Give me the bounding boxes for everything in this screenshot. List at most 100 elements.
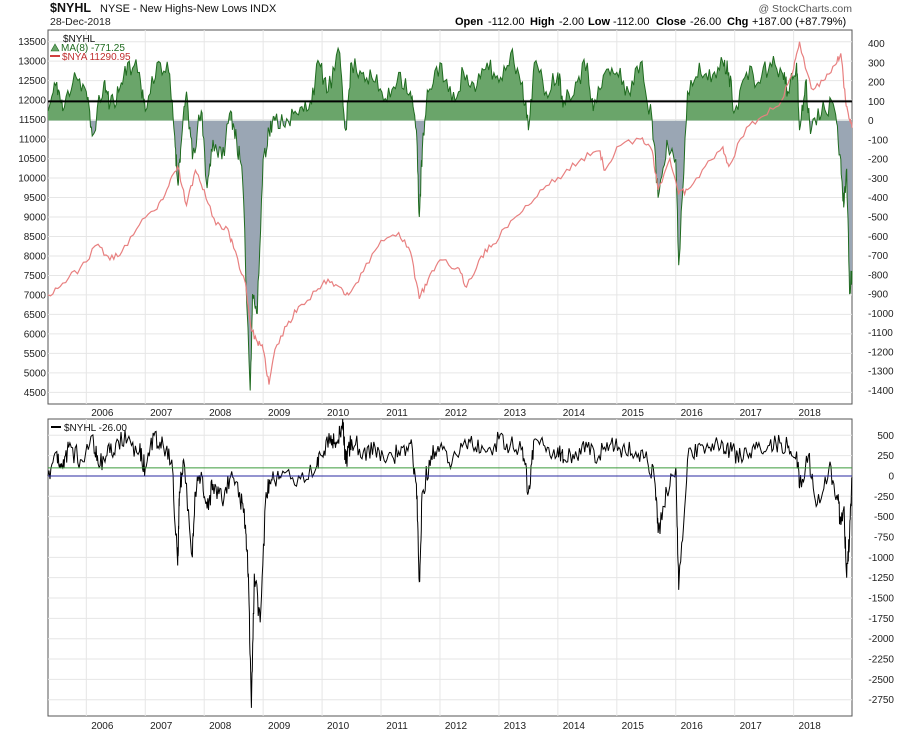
lower-x-tick-label: 2016 xyxy=(681,721,704,732)
lower-x-tick-label: 2017 xyxy=(740,721,763,732)
upper-x-tick-label: 2016 xyxy=(681,408,704,419)
ma-legend-icon xyxy=(50,43,60,52)
upper-left-tick-label: 13500 xyxy=(18,37,46,48)
upper-right-tick-label: 200 xyxy=(868,78,885,89)
upper-x-tick-label: 2012 xyxy=(445,408,468,419)
lower-x-tick-label: 2013 xyxy=(504,721,527,732)
upper-x-tick-label: 2010 xyxy=(327,408,350,419)
close-value: -26.00 xyxy=(690,16,721,28)
lower-right-tick-label: -750 xyxy=(874,532,894,543)
upper-left-tick-label: 9000 xyxy=(24,213,47,224)
upper-x-axis: 2006 2007 2008 2009 2010 2011 2012 2013 2014 2015… xyxy=(91,408,821,419)
lower-x-tick-label: 2008 xyxy=(209,721,232,732)
upper-x-tick-label: 2011 xyxy=(386,408,408,419)
lower-x-tick-label: 2010 xyxy=(327,721,350,732)
chg-label: Chg xyxy=(727,16,748,28)
upper-legend-title: $NYHL xyxy=(63,34,96,45)
nyhl-legend-label: $NYHL -26.00 xyxy=(64,423,127,434)
ma-line xyxy=(47,46,853,391)
upper-right-tick-label: 0 xyxy=(868,116,874,127)
lower-x-tick-label: 2009 xyxy=(268,721,291,732)
upper-x-tick-label: 2014 xyxy=(563,408,586,419)
upper-x-tick-label: 2013 xyxy=(504,408,527,419)
symbol-title: $NYHL xyxy=(50,1,91,15)
lower-series xyxy=(47,418,853,708)
high-label: High xyxy=(530,16,555,28)
lower-right-tick-label: -2000 xyxy=(868,634,894,645)
upper-left-tick-label: 7500 xyxy=(24,271,47,282)
chart-date: 28-Dec-2018 xyxy=(50,16,111,28)
upper-x-tick-label: 2007 xyxy=(150,408,173,419)
lower-right-tick-label: -1000 xyxy=(868,553,894,564)
lower-right-tick-label: -1750 xyxy=(868,614,894,625)
upper-x-tick-label: 2015 xyxy=(622,408,645,419)
upper-panel: 13500 13000 12500 12000 11500 11000 10500 10000… xyxy=(18,29,894,419)
lower-x-tick-label: 2007 xyxy=(150,721,173,732)
upper-x-tick-label: 2009 xyxy=(268,408,291,419)
ohlc-readout: Open -112.00 High -2.00 Low -112.00 Clos… xyxy=(455,16,846,28)
lower-right-tick-label: -1500 xyxy=(868,594,894,605)
upper-left-tick-label: 8500 xyxy=(24,232,47,243)
copyright-text[interactable]: @ StockCharts.com xyxy=(758,3,852,15)
lower-right-tick-label: -2750 xyxy=(868,695,894,706)
upper-right-tick-label: 300 xyxy=(868,58,885,69)
lower-right-axis: 500 250 0 -250 -500 -750 -1000 -1250 -1500 -1750 -… xyxy=(868,431,894,706)
lower-x-tick-label: 2015 xyxy=(622,721,645,732)
chart-header: $NYHL NYSE - New Highs-New Lows INDX 28-… xyxy=(50,1,852,28)
upper-left-tick-label: 10000 xyxy=(18,174,46,185)
lower-right-tick-label: -1250 xyxy=(868,573,894,584)
upper-right-tick-label: 100 xyxy=(868,97,885,108)
lower-right-tick-label: 250 xyxy=(877,451,894,462)
upper-right-tick-label: -200 xyxy=(868,155,888,166)
lower-x-tick-label: 2012 xyxy=(445,721,468,732)
upper-left-tick-label: 6000 xyxy=(24,329,47,340)
upper-left-axis: 13500 13000 12500 12000 11500 11000 10500 10000… xyxy=(18,37,46,399)
upper-gridlines xyxy=(48,30,852,404)
upper-left-tick-label: 11500 xyxy=(19,115,47,126)
upper-right-tick-label: -1100 xyxy=(868,328,893,339)
upper-left-tick-label: 11000 xyxy=(19,135,47,146)
ma-legend-label: MA(8) -771.25 xyxy=(61,43,125,54)
upper-left-tick-label: 5500 xyxy=(24,349,47,360)
upper-left-tick-label: 13000 xyxy=(18,57,46,68)
upper-right-tick-label: -1400 xyxy=(868,386,894,397)
lower-right-tick-label: -2250 xyxy=(868,655,894,666)
lower-x-tick-label: 2018 xyxy=(799,721,822,732)
nya-line xyxy=(47,41,853,385)
upper-right-tick-label: -800 xyxy=(868,270,888,281)
lower-panel: 500 250 0 -250 -500 -750 -1000 -1250 -1500 -1750 -… xyxy=(47,418,894,732)
upper-series xyxy=(47,41,853,391)
upper-right-tick-label: -1300 xyxy=(868,367,894,378)
upper-x-tick-label: 2006 xyxy=(91,408,114,419)
upper-left-tick-label: 5000 xyxy=(24,368,47,379)
lower-x-tick-label: 2014 xyxy=(563,721,586,732)
upper-left-tick-label: 12500 xyxy=(18,76,46,87)
lower-panel-frame xyxy=(47,418,853,717)
lower-x-tick-label: 2006 xyxy=(91,721,114,732)
symbol-exchange: INDX xyxy=(250,3,277,15)
upper-left-tick-label: 6500 xyxy=(24,310,47,321)
nyhl-line xyxy=(47,418,853,708)
upper-left-tick-label: 8000 xyxy=(24,251,47,262)
upper-right-tick-label: -400 xyxy=(868,193,888,204)
open-label: Open xyxy=(455,16,483,28)
ma-area-positive xyxy=(48,48,852,121)
upper-right-tick-label: 400 xyxy=(868,39,885,50)
upper-x-tick-label: 2008 xyxy=(209,408,232,419)
upper-x-tick-label: 2017 xyxy=(740,408,763,419)
open-value: -112.00 xyxy=(488,16,525,28)
chg-value: +187.00 (+87.79%) xyxy=(752,16,846,28)
upper-right-tick-label: -1000 xyxy=(868,309,894,320)
lower-right-tick-label: 0 xyxy=(888,471,894,482)
lower-legend: $NYHL -26.00 xyxy=(51,423,127,434)
upper-legend: $NYHL MA(8) -771.25 $NYA 11290.95 xyxy=(50,34,131,63)
upper-right-tick-label: -1200 xyxy=(868,347,894,358)
upper-left-tick-label: 10500 xyxy=(18,154,46,165)
upper-x-tick-label: 2018 xyxy=(799,408,822,419)
lower-x-axis: 2006 2007 2008 2009 2010 2011 2012 2013 2014 2015… xyxy=(91,721,821,732)
upper-right-tick-label: -500 xyxy=(868,213,888,224)
upper-right-tick-label: -900 xyxy=(868,290,888,301)
high-value: -2.00 xyxy=(559,16,584,28)
upper-right-tick-label: -700 xyxy=(868,251,888,262)
